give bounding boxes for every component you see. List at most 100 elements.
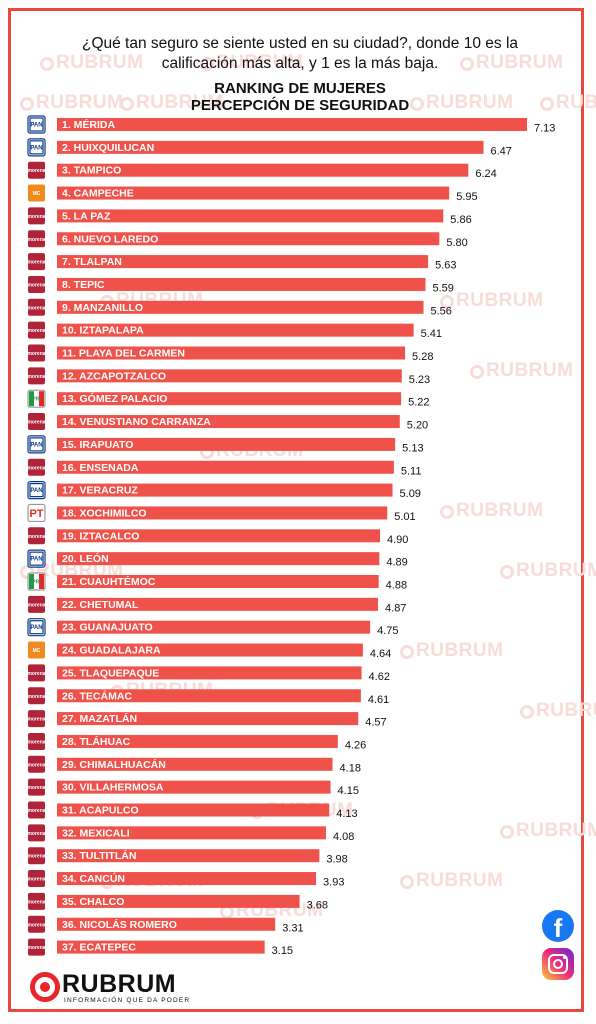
party-badge-morena: morena [27, 207, 46, 225]
bar [57, 826, 326, 840]
party-badge-morena: morena [27, 413, 46, 431]
party-badge-text: morena [27, 717, 45, 723]
bar-category-label: 23. GUANAJUATO [62, 622, 153, 634]
bar [57, 415, 400, 429]
party-badge-morena: morena [27, 778, 46, 796]
party-badge-box [28, 298, 45, 316]
party-badge-text: morena [27, 785, 45, 791]
bar-value-label: 4.87 [385, 602, 406, 614]
bar [57, 620, 371, 634]
bar-row: morena 36. NICOLÁS ROMERO 3.31 [27, 915, 304, 934]
party-badge-morena: morena [27, 915, 46, 933]
bar [57, 734, 338, 748]
party-badge-morena: morena [27, 527, 46, 545]
party-badge-text: PAN [30, 145, 42, 151]
bar-value-label: 5.80 [446, 237, 467, 249]
party-badge-text: morena [27, 671, 45, 677]
bar [57, 849, 320, 863]
bar-row: morena 12. AZCAPOTZALCO 5.23 [27, 367, 430, 386]
bar-value-label: 6.24 [475, 168, 496, 180]
party-badge-text: PT [29, 508, 43, 520]
bar-row: morena 27. MAZATLÁN 4.57 [27, 710, 387, 729]
party-badge-text: morena [27, 899, 45, 905]
party-badge-red-stripe [39, 391, 44, 407]
party-badge-morena: morena [27, 801, 46, 819]
party-badge-box [28, 344, 45, 362]
party-badge-text: PAN [30, 123, 42, 129]
party-badge-box [28, 253, 45, 271]
party-badge-morena: morena [27, 595, 46, 613]
party-badge-green-stripe [29, 574, 34, 589]
bar-row: morena 31. ACAPULCO 4.13 [27, 801, 358, 820]
party-badge-text: morena [27, 762, 45, 768]
bar-value-label: 5.95 [456, 191, 477, 203]
party-badge-text: MC [33, 191, 41, 197]
bar-row: PAN 1. MÉRIDA 7.13 [27, 115, 555, 135]
bar [57, 232, 440, 246]
party-badge-morena: morena [27, 664, 46, 682]
bar-value-label: 3.98 [326, 854, 347, 866]
party-badge-box [28, 367, 45, 385]
bar-category-label: 9. MANZANILLO [62, 302, 143, 314]
party-badge-box [28, 710, 45, 728]
bar-row: morena 37. ECATEPEC 3.15 [27, 938, 293, 957]
bar-category-label: 11. PLAYA DEL CARMEN [62, 348, 185, 360]
party-badge-morena: morena [27, 298, 46, 316]
bar-value-label: 4.88 [386, 580, 407, 592]
party-badge-box [27, 549, 46, 568]
bar-category-label: 16. ENSENADA [62, 462, 139, 474]
bar-value-label: 5.86 [450, 214, 471, 226]
bar [57, 392, 402, 406]
bar-value-label: 4.62 [369, 671, 390, 683]
party-badge-text: PAN [30, 557, 42, 563]
bar-value-label: 5.20 [407, 420, 428, 432]
party-badge-inner-box [29, 140, 44, 155]
bar-category-label: 15. IRAPUATO [62, 439, 133, 451]
bar-category-label: 37. ECATEPEC [62, 942, 136, 954]
bar-row: morena 8. TEPIC 5.59 [27, 275, 454, 294]
party-badge-box [27, 115, 46, 134]
bar [57, 483, 393, 497]
bar [57, 552, 380, 566]
bar-category-label: 19. IZTACALCO [62, 530, 139, 542]
bar-value-label: 4.13 [336, 808, 357, 820]
bar-value-label: 5.13 [402, 442, 423, 454]
bar [57, 712, 359, 726]
chart-title-line-2: PERCEPCIÓN DE SEGURIDAD [190, 97, 410, 114]
instagram-icon[interactable] [542, 948, 574, 980]
party-badge-morena: morena [27, 367, 46, 385]
bar [57, 940, 265, 954]
party-badge-text: morena [27, 328, 45, 334]
party-badge-mc: MC [28, 641, 45, 659]
party-badge-morena: morena [27, 870, 46, 888]
party-badge-pan: PAN [27, 549, 46, 568]
bar [57, 186, 450, 200]
party-badge-text: morena [27, 260, 45, 266]
bar-category-label: 30. VILLAHERMOSA [62, 782, 164, 794]
bar-value-label: 5.23 [409, 374, 430, 386]
bar [57, 803, 330, 817]
bar [57, 163, 469, 177]
party-badge-morena: morena [27, 824, 46, 842]
party-badge-text: morena [27, 739, 45, 745]
bar-row: morena 16. ENSENADA 5.11 [27, 458, 421, 477]
party-badge-box [27, 618, 46, 637]
bar-category-label: 4. CAMPECHE [62, 188, 134, 200]
facebook-icon[interactable]: f [542, 910, 574, 942]
party-badge-text: morena [27, 534, 45, 540]
party-badge-morena: morena [27, 710, 46, 728]
party-badge-morena: morena [27, 687, 46, 705]
party-badge-inner-box [29, 483, 44, 498]
party-badge-inner-box [29, 117, 44, 132]
bar-value-label: 5.22 [408, 397, 429, 409]
bar-value-label: 5.56 [431, 305, 452, 317]
bar-row: morena 28. TLÁHUAC 4.26 [27, 732, 366, 751]
party-badge-inner-box [29, 437, 44, 452]
bar [57, 277, 426, 291]
party-badge-inner-box [29, 620, 44, 635]
party-badge-text: morena [27, 237, 45, 243]
bar-category-label: 32. MEXICALI [62, 827, 130, 839]
bar-row: morena 30. VILLAHERMOSA 4.15 [27, 778, 359, 797]
bar-category-label: 33. TULTITLÁN [62, 849, 136, 862]
